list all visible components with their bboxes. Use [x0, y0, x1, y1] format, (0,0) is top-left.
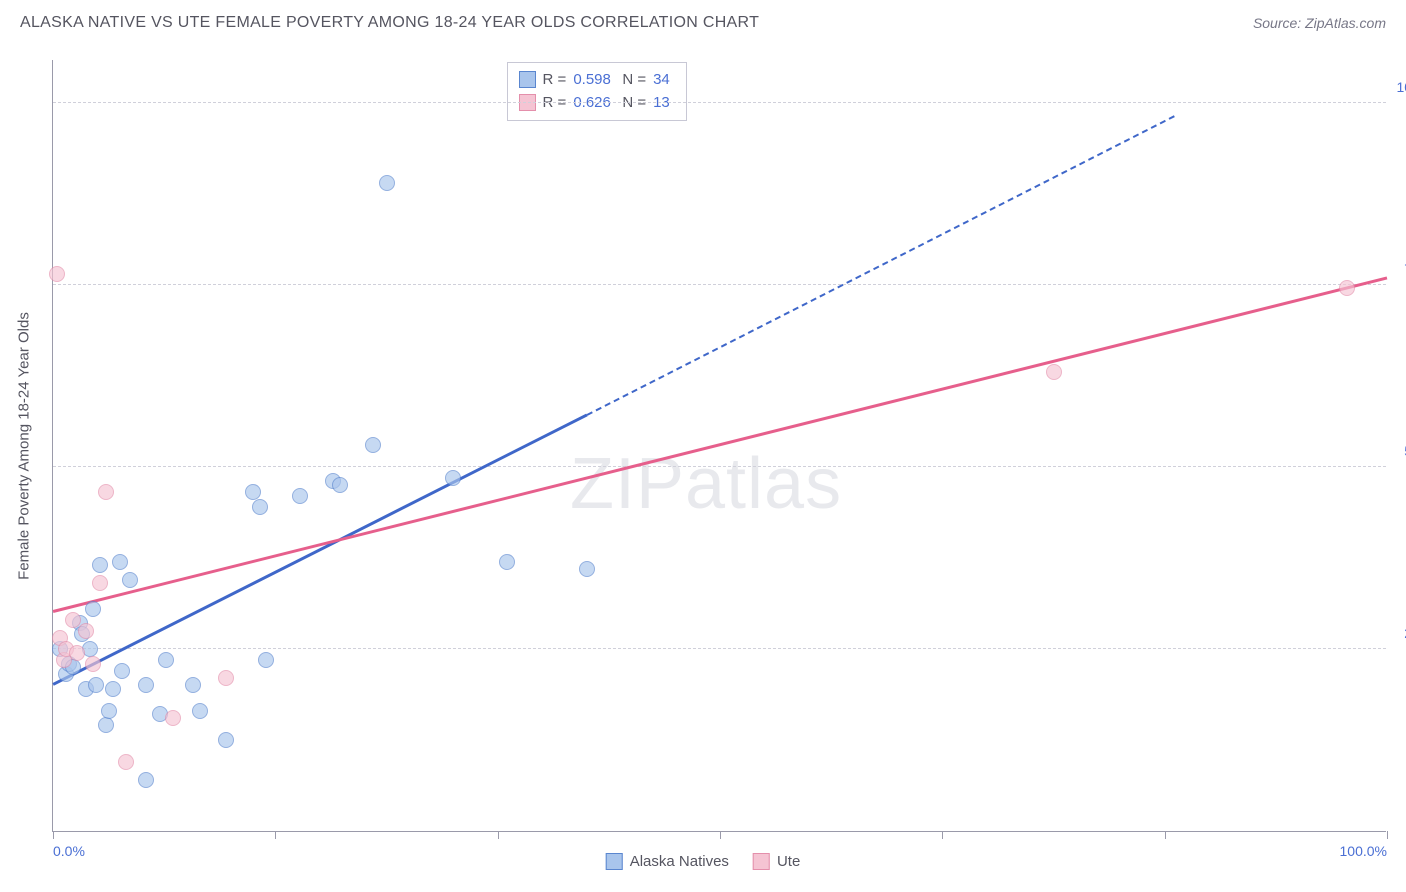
chart-title: ALASKA NATIVE VS UTE FEMALE POVERTY AMON… [20, 14, 759, 32]
stat-label: R = [543, 68, 567, 91]
x-tick [53, 831, 54, 839]
data-point [1046, 364, 1062, 380]
data-point [158, 652, 174, 668]
legend-label: Ute [777, 853, 800, 870]
data-point [445, 470, 461, 486]
stats-row: R = 0.626 N = 13 [519, 91, 676, 114]
data-point [185, 677, 201, 693]
data-point [122, 572, 138, 588]
data-point [332, 477, 348, 493]
r-value: 0.598 [573, 68, 615, 91]
data-point [98, 484, 114, 500]
legend-swatch [606, 853, 623, 870]
data-point [165, 710, 181, 726]
data-point [112, 554, 128, 570]
series-swatch [519, 94, 536, 111]
source-attribution: Source: ZipAtlas.com [1253, 15, 1386, 31]
x-tick [1387, 831, 1388, 839]
data-point [105, 681, 121, 697]
x-tick [942, 831, 943, 839]
legend-label: Alaska Natives [630, 853, 729, 870]
data-point [218, 670, 234, 686]
data-point [1339, 280, 1355, 296]
trend-line-extrapolated [586, 115, 1174, 415]
data-point [101, 703, 117, 719]
trend-line [52, 414, 587, 686]
data-point [88, 677, 104, 693]
y-axis-label: Female Poverty Among 18-24 Year Olds [16, 312, 33, 580]
data-point [92, 575, 108, 591]
data-point [192, 703, 208, 719]
chart-legend: Alaska Natives Ute [606, 853, 801, 870]
data-point [69, 645, 85, 661]
x-tick-label: 100.0% [1340, 843, 1387, 859]
gridline [53, 466, 1386, 467]
n-value: 34 [653, 68, 675, 91]
data-point [579, 561, 595, 577]
legend-item: Alaska Natives [606, 853, 729, 870]
data-point [118, 754, 134, 770]
data-point [92, 557, 108, 573]
legend-item: Ute [753, 853, 800, 870]
data-point [138, 677, 154, 693]
stat-label: N = [622, 91, 646, 114]
n-value: 13 [653, 91, 675, 114]
data-point [114, 663, 130, 679]
gridline [53, 284, 1386, 285]
data-point [85, 601, 101, 617]
data-point [292, 488, 308, 504]
gridline [53, 102, 1386, 103]
data-point [65, 612, 81, 628]
stat-label: N = [622, 68, 646, 91]
scatter-chart: ZIPatlas R =0.598N =34R =0.626N =13 25.0… [52, 60, 1386, 832]
legend-swatch [753, 853, 770, 870]
series-swatch [519, 71, 536, 88]
x-tick [720, 831, 721, 839]
correlation-stats-box: R = 0.598 N = 34 R = 0.626 N = 13 [507, 62, 688, 121]
data-point [138, 772, 154, 788]
data-point [49, 266, 65, 282]
y-tick-label: 25.0% [1394, 625, 1406, 641]
r-value: 0.626 [573, 91, 615, 114]
y-tick-label: 100.0% [1394, 79, 1406, 95]
data-point [365, 437, 381, 453]
data-point [218, 732, 234, 748]
gridline [53, 648, 1386, 649]
x-tick [498, 831, 499, 839]
data-point [258, 652, 274, 668]
data-point [499, 554, 515, 570]
x-tick-label: 0.0% [53, 843, 85, 859]
data-point [98, 717, 114, 733]
x-tick [1165, 831, 1166, 839]
data-point [78, 623, 94, 639]
x-tick [275, 831, 276, 839]
trend-line [53, 276, 1388, 612]
y-tick-label: 75.0% [1394, 261, 1406, 277]
stat-label: R = [543, 91, 567, 114]
y-tick-label: 50.0% [1394, 443, 1406, 459]
stats-row: R = 0.598 N = 34 [519, 68, 676, 91]
data-point [85, 656, 101, 672]
watermark: ZIPatlas [570, 443, 842, 525]
data-point [252, 499, 268, 515]
data-point [379, 175, 395, 191]
